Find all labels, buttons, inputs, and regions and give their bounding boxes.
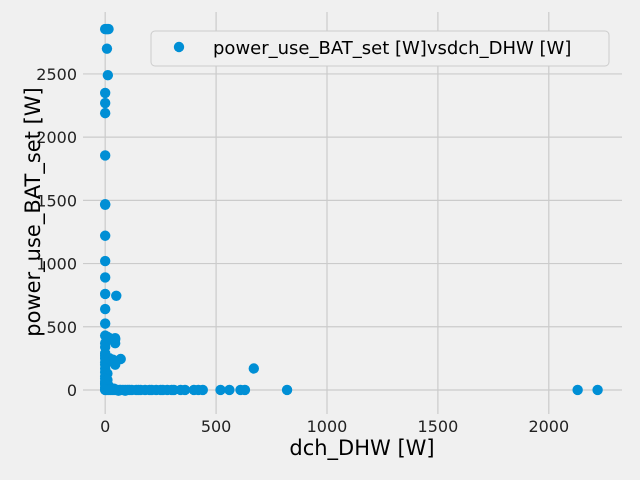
x-tick-label: 500 bbox=[201, 417, 232, 436]
legend-marker bbox=[173, 41, 185, 53]
y-tick-label: 0 bbox=[67, 381, 77, 400]
data-point bbox=[239, 384, 251, 396]
x-tick-labels: 0 500 1000 1500 2000 bbox=[100, 417, 569, 436]
data-point bbox=[99, 150, 111, 161]
data-point bbox=[109, 359, 121, 370]
legend: power_use_BAT_set [W]vsdch_DHW [W] bbox=[150, 30, 610, 67]
x-axis-label: dch_DHW [W] bbox=[289, 436, 434, 461]
data-point bbox=[99, 230, 111, 241]
data-point bbox=[572, 384, 583, 396]
data-point bbox=[224, 384, 235, 396]
x-tick-label: 2000 bbox=[528, 417, 569, 436]
data-point bbox=[197, 384, 208, 396]
data-point bbox=[99, 199, 111, 210]
data-point bbox=[99, 288, 111, 300]
data-point bbox=[215, 384, 226, 396]
data-point bbox=[179, 384, 191, 396]
y-axis-label: power_use_BAT_set [W] bbox=[21, 87, 46, 336]
data-point bbox=[101, 43, 113, 54]
legend-label: power_use_BAT_set [W]vsdch_DHW [W] bbox=[213, 38, 571, 59]
data-point bbox=[99, 318, 111, 329]
data-point bbox=[99, 272, 111, 283]
x-tick-label: 0 bbox=[100, 417, 110, 436]
data-point bbox=[109, 338, 121, 349]
data-points bbox=[99, 23, 603, 396]
data-point bbox=[103, 23, 114, 35]
data-point bbox=[102, 70, 114, 81]
x-tick-label: 1000 bbox=[307, 417, 348, 436]
data-point bbox=[248, 363, 259, 374]
data-point bbox=[119, 385, 131, 396]
data-point bbox=[99, 87, 111, 99]
x-tick-label: 1500 bbox=[418, 417, 459, 436]
data-point bbox=[592, 384, 603, 396]
data-point bbox=[99, 107, 111, 119]
data-point bbox=[99, 303, 111, 315]
data-point bbox=[99, 255, 111, 267]
data-point bbox=[281, 384, 293, 396]
data-point bbox=[111, 290, 122, 302]
y-tick-label: 1500 bbox=[36, 191, 77, 210]
legend-frame bbox=[150, 30, 610, 67]
data-point bbox=[99, 97, 111, 109]
y-tick-label: 500 bbox=[46, 318, 77, 337]
data-point bbox=[105, 384, 116, 396]
y-tick-label: 2500 bbox=[36, 65, 77, 84]
y-tick-labels: 0 500 1000 1500 2000 2500 bbox=[36, 65, 77, 400]
y-tick-label: 1000 bbox=[36, 255, 77, 274]
y-tick-label: 2000 bbox=[36, 128, 77, 147]
